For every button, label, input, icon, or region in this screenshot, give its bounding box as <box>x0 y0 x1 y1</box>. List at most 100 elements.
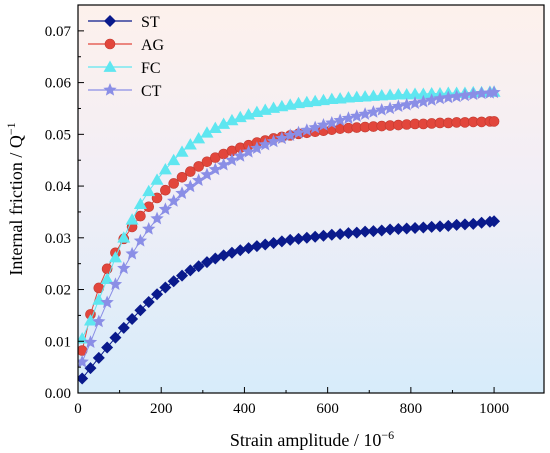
data-point-st <box>84 362 97 375</box>
data-point-ct <box>358 107 372 120</box>
data-point-ct <box>375 103 389 116</box>
data-point-st <box>375 224 388 237</box>
data-point-ct <box>200 167 214 181</box>
y-axis-title: Internal friction / Q−1 <box>4 122 26 275</box>
data-point-st <box>109 331 122 344</box>
data-point-ct <box>416 94 430 108</box>
legend-marker <box>103 60 117 72</box>
legend-marker <box>104 15 116 27</box>
series-ct <box>78 85 501 368</box>
data-point-ct <box>458 88 472 102</box>
x-tick-label: 400 <box>233 401 256 417</box>
data-point-st <box>342 227 355 240</box>
data-point-st <box>384 223 397 236</box>
data-point-st <box>167 275 180 288</box>
data-point-st <box>442 219 455 232</box>
data-point-fc <box>92 293 106 305</box>
legend-label: ST <box>141 14 160 31</box>
data-point-ct <box>233 149 247 162</box>
data-point-st <box>475 216 488 229</box>
data-point-st <box>425 220 438 233</box>
y-tick-label: 0.06 <box>45 76 72 92</box>
data-point-fc <box>158 163 172 175</box>
data-point-st <box>134 304 147 317</box>
data-point-st <box>234 244 247 257</box>
data-point-ct <box>175 186 189 199</box>
data-point-st <box>117 321 130 334</box>
data-point-ct <box>400 97 414 111</box>
series-layer <box>78 85 501 385</box>
data-point-ct <box>325 115 339 129</box>
data-point-fc <box>208 121 222 134</box>
data-point-ct <box>283 128 297 142</box>
data-point-ct <box>333 113 347 127</box>
data-point-fc <box>391 87 405 100</box>
legend-marker <box>103 83 117 96</box>
legend-item-ag: AG <box>88 37 165 54</box>
data-point-st <box>450 218 463 231</box>
data-point-st <box>267 236 280 249</box>
x-tick-label: 800 <box>400 401 423 417</box>
x-tick-label: 600 <box>316 401 339 417</box>
data-point-fc <box>100 272 114 285</box>
data-point-ct <box>100 295 114 309</box>
data-point-ct <box>466 87 480 101</box>
y-tick-label: 0.01 <box>45 334 71 350</box>
data-point-ct <box>150 211 164 225</box>
data-point-st <box>417 221 430 234</box>
data-point-ct <box>408 96 422 109</box>
data-point-st <box>359 225 372 238</box>
data-point-ct <box>83 335 98 348</box>
data-point-st <box>78 372 89 385</box>
data-point-st <box>488 215 501 228</box>
data-point-st <box>126 313 139 326</box>
data-point-ct <box>341 111 356 124</box>
x-tick-label: 0 <box>74 401 82 417</box>
data-point-st <box>92 351 105 364</box>
data-point-st <box>433 220 446 233</box>
data-point-fc <box>133 197 147 210</box>
legend-item-ct: CT <box>88 83 162 100</box>
data-point-ct <box>125 246 139 260</box>
data-point-fc <box>125 213 139 225</box>
data-point-ag <box>160 184 171 196</box>
data-point-fc <box>117 231 131 243</box>
data-point-st <box>300 231 313 244</box>
data-point-ct <box>316 118 331 131</box>
y-tick-label: 0.05 <box>45 127 71 143</box>
data-point-fc <box>217 117 231 129</box>
data-point-st <box>176 269 189 282</box>
data-point-ct <box>216 157 231 171</box>
data-point-ct <box>225 153 239 166</box>
data-point-ct <box>158 202 173 216</box>
series-st <box>78 215 501 385</box>
data-point-st <box>367 225 380 238</box>
data-point-st <box>325 228 338 241</box>
data-point-fc <box>175 145 189 157</box>
data-point-ag <box>488 116 500 127</box>
data-point-st <box>184 264 197 277</box>
data-point-ct <box>449 89 464 103</box>
legend-label: FC <box>141 60 161 77</box>
data-point-ct <box>192 173 206 187</box>
legend-marker <box>104 38 116 50</box>
x-axis-title-exponent: −6 <box>381 428 394 442</box>
y-tick-label: 0.04 <box>45 179 72 195</box>
data-point-fc <box>192 131 206 144</box>
data-point-st <box>292 232 305 245</box>
data-point-st <box>101 341 114 354</box>
data-point-st <box>250 240 263 253</box>
data-point-ct <box>291 125 306 139</box>
data-point-ct <box>241 144 256 158</box>
data-point-ct <box>350 109 364 122</box>
data-point-ag <box>193 161 204 172</box>
data-point-st <box>259 238 272 251</box>
data-point-ct <box>383 101 397 115</box>
data-point-fc <box>200 126 214 138</box>
legend-item-st: ST <box>88 14 160 31</box>
data-point-fc <box>225 113 239 126</box>
data-point-st <box>242 242 255 255</box>
data-point-ag <box>201 156 213 168</box>
x-tick-label: 1000 <box>479 401 509 417</box>
